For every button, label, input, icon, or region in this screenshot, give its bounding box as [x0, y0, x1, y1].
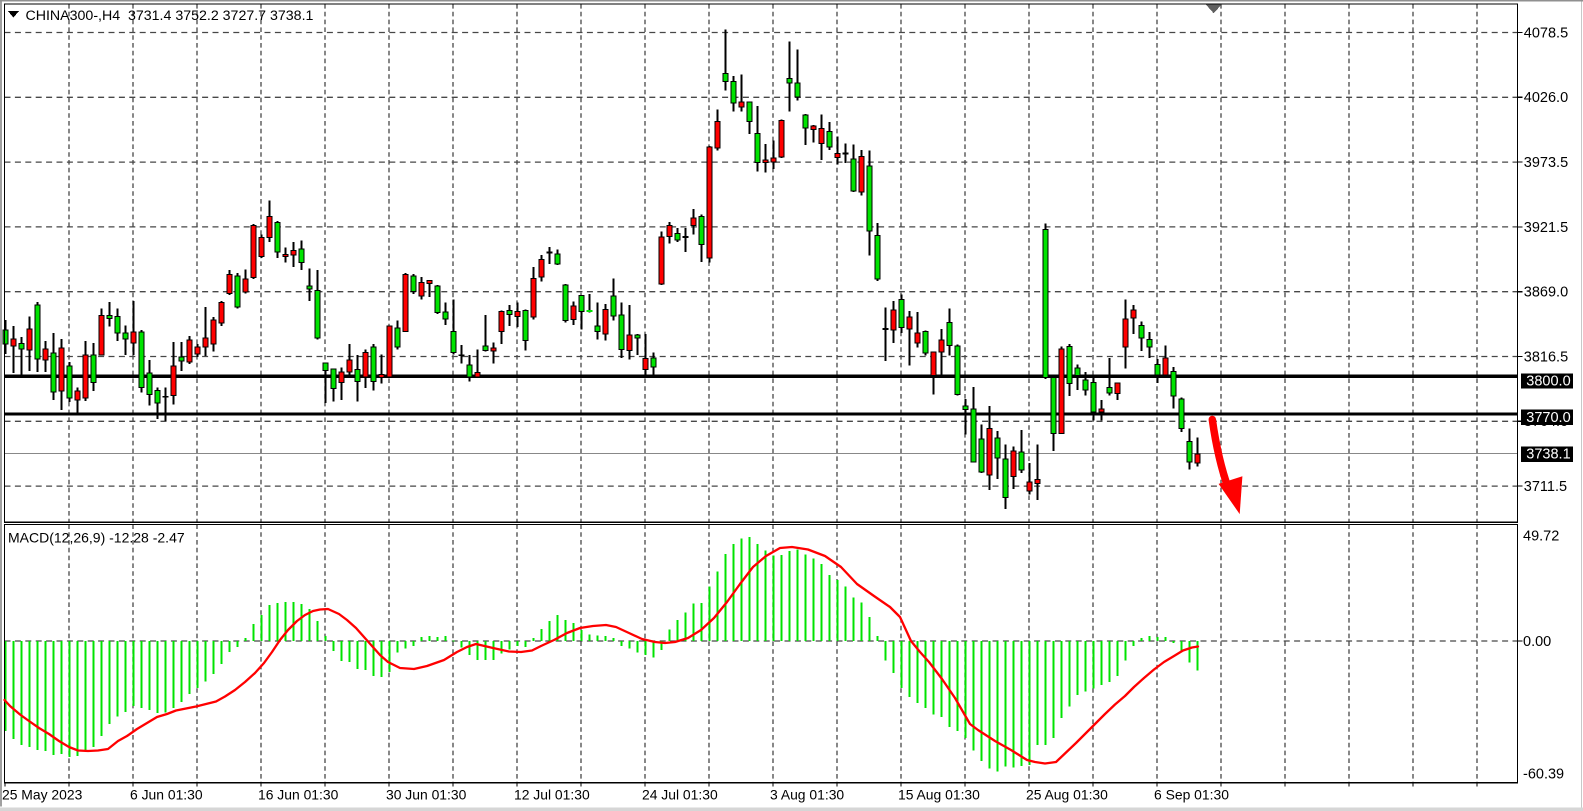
- svg-text:12 Jul 01:30: 12 Jul 01:30: [514, 787, 590, 803]
- svg-text:3800.0: 3800.0: [1526, 374, 1570, 390]
- svg-text:3921.5: 3921.5: [1524, 220, 1568, 236]
- svg-text:4078.5: 4078.5: [1524, 25, 1568, 41]
- svg-text:30 Jun 01:30: 30 Jun 01:30: [386, 787, 467, 803]
- svg-text:3738.1: 3738.1: [1526, 447, 1570, 463]
- svg-text:6 Jun 01:30: 6 Jun 01:30: [130, 787, 203, 803]
- svg-text:0.00: 0.00: [1523, 634, 1551, 650]
- svg-text:15 Aug 01:30: 15 Aug 01:30: [898, 787, 980, 803]
- svg-text:3973.5: 3973.5: [1524, 155, 1568, 171]
- svg-text:MACD(12,26,9) -12.28 -2.47: MACD(12,26,9) -12.28 -2.47: [8, 529, 185, 545]
- svg-text:49.72: 49.72: [1523, 529, 1559, 545]
- svg-text:CHINA300-,H4 3731.4 3752.2 37: CHINA300-,H4 3731.4 3752.2 3727.7 3738.1: [26, 8, 314, 24]
- svg-text:3 Aug 01:30: 3 Aug 01:30: [770, 787, 844, 803]
- svg-text:25 May 2023: 25 May 2023: [2, 787, 83, 803]
- svg-text:3711.5: 3711.5: [1524, 479, 1567, 495]
- svg-text:25 Aug 01:30: 25 Aug 01:30: [1026, 787, 1108, 803]
- svg-text:16 Jun 01:30: 16 Jun 01:30: [258, 787, 339, 803]
- svg-text:3869.0: 3869.0: [1524, 285, 1568, 301]
- svg-text:24 Jul 01:30: 24 Jul 01:30: [642, 787, 718, 803]
- svg-text:-60.39: -60.39: [1523, 766, 1564, 782]
- svg-text:3816.5: 3816.5: [1524, 349, 1568, 365]
- svg-text:6 Sep 01:30: 6 Sep 01:30: [1154, 787, 1229, 803]
- svg-text:3770.0: 3770.0: [1526, 410, 1570, 426]
- svg-text:4026.0: 4026.0: [1524, 90, 1568, 106]
